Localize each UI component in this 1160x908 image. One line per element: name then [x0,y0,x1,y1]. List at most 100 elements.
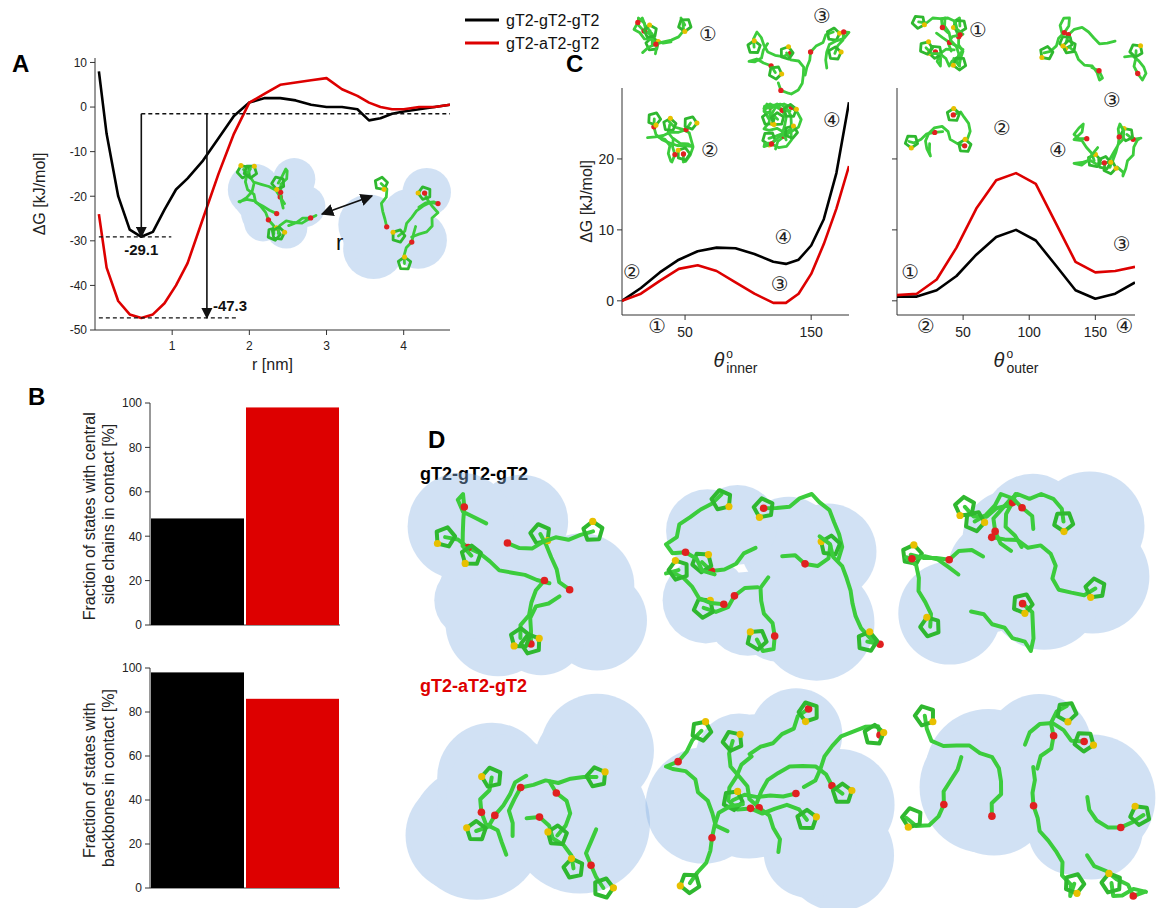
axis-title-subscript: inner [726,360,757,376]
sulfur-atom [677,882,684,889]
panel-letter: C [566,50,583,77]
x-tick-label: 4 [400,339,407,353]
state-label: ② [917,314,935,338]
x-tick [1029,315,1030,320]
y-tick [617,229,622,230]
oxygen-atom [1030,802,1038,810]
sulfur-atom [905,824,912,831]
molecule [905,106,971,156]
x-tick [1095,315,1096,320]
series-line [622,166,849,303]
sulfur-atom [923,614,930,621]
x-axis-title: r [nm] [252,356,293,373]
sulfur-atom [391,230,396,235]
thiophene-ring [912,16,924,28]
oxygen-atom [708,834,716,842]
y-tick [145,625,150,626]
bar [151,672,244,888]
chain [820,536,880,644]
x-tick-label: 1 [169,339,176,353]
x-tick [172,330,173,335]
molecular-surface [408,473,647,676]
sulfur-atom [682,29,687,34]
plot-area [151,672,339,888]
sulfur-atom [1039,55,1044,60]
axis-title-line: Fraction of states with central [81,408,98,621]
figure: -50-40-30-20-100101234AΔG [kJ/mol]r [nm]… [0,0,1160,908]
chain [666,494,722,574]
y-tick-label: -10 [70,145,88,159]
oxygen-atom [951,112,956,117]
oxygen-atom [988,534,996,542]
inset-state-label: ① [699,22,717,46]
sulfur-atom [963,137,968,142]
inset-state-label: ② [993,116,1011,140]
sulfur-atom [238,163,243,168]
sulfur-atom [568,855,575,862]
oxygen-atom [541,577,549,585]
sulfur-atom [1105,870,1112,877]
sulfur-atom [786,44,791,49]
legend-swatch [465,19,499,22]
sulfur-atom [779,71,784,76]
surface-lobe [338,194,399,255]
thiophene-ring [902,808,920,827]
oxygen-atom [672,152,677,157]
sulfur-atom [813,813,820,820]
sulfur-atom [929,718,936,725]
axis-title: ΔG [kJ/mol] [578,160,595,243]
inset-state-label: ① [969,18,987,42]
molecular-surface [406,694,654,900]
molecule [634,18,691,54]
y-tick-label: -30 [70,234,88,248]
chain [906,556,958,626]
sulfur-atom [791,123,796,128]
sulfur-atom [252,164,257,169]
surface-lobe [706,572,790,656]
sulfur-atom [511,642,518,649]
oxygen-atom [760,504,768,512]
oxygen-atom [1135,71,1140,76]
oxygen-atom [274,211,279,216]
sulfur-atom [601,768,608,775]
oxygen-atom [841,29,846,34]
oxygen-atom [957,32,962,37]
thiophene-ring [921,42,933,54]
oxygen-atom [1062,30,1067,35]
series-line [99,78,450,318]
sulfur-atom [274,187,279,192]
chain [381,184,387,227]
minimum-level-line [99,317,237,318]
sulfur-atom [694,121,699,126]
inset-state-label: ② [701,138,719,162]
y-tick [90,151,95,152]
molecule [406,694,654,900]
sulfur-atom [462,560,469,567]
chain [1066,27,1115,44]
chain [992,537,1096,595]
x-tick-label: 50 [955,324,971,340]
axis-title-line: Fraction of states with [81,698,98,858]
molecule [646,688,895,908]
sulfur-atom [653,123,658,128]
plot-area [99,71,450,318]
state-label: ② [623,260,641,284]
sulfur-atom [1087,594,1094,601]
y-tick [145,491,150,492]
thiophene-ring [920,617,938,636]
oxygen-atom [674,758,682,766]
y-tick [145,800,150,801]
x-tick [326,330,327,335]
y-axis-line [150,668,151,888]
oxygen-atom [988,812,996,820]
y-tick-label: 80 [129,705,143,719]
surface-lobe [698,485,778,565]
molecule [228,158,326,249]
molecule [408,473,647,676]
sulfur-atom [951,63,956,68]
surface-lobe [529,533,634,638]
sulfur-atom [1060,43,1065,48]
sulfur-atom [1114,166,1119,171]
sulfur-atom [610,884,617,891]
axis-title-line: ΔG [kJ/mol] [578,160,595,243]
